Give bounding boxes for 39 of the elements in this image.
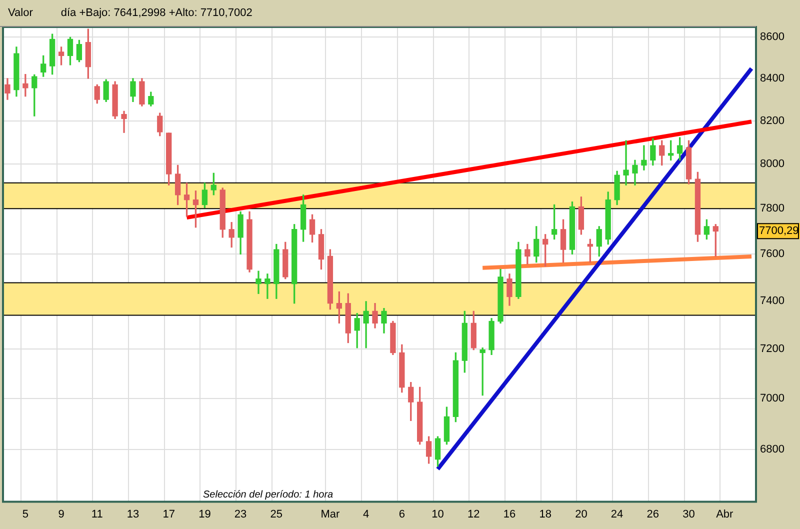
y-tick-label: 8200: [760, 114, 784, 127]
x-tick-label: 18: [539, 508, 552, 520]
x-tick-label: 17: [162, 508, 175, 520]
candlestick: [256, 270, 262, 294]
x-tick-label: 30: [682, 508, 695, 520]
y-tick-label: 8400: [760, 72, 784, 85]
x-tick-label: 11: [91, 508, 103, 520]
candlestick: [264, 274, 270, 299]
x-tick-label: 12: [468, 508, 480, 520]
candlestick: [623, 140, 629, 186]
x-tick-label: 24: [610, 508, 624, 520]
x-tick-label: 10: [432, 508, 444, 520]
candlestick: [641, 145, 647, 170]
y-tick-label: 7000: [760, 392, 784, 405]
y-tick-label: 7800: [760, 202, 784, 215]
x-tick-label: 9: [58, 508, 64, 520]
x-tick-label: 6: [398, 508, 405, 520]
y-tick-label: 7600: [760, 248, 784, 260]
x-tick-label: 26: [646, 508, 660, 520]
y-tick-label: 8600: [760, 31, 784, 44]
y-tick-label: 8000: [760, 158, 784, 170]
annotation: Selección del período: 1 hora: [203, 490, 334, 501]
x-tick-label: Abr: [716, 508, 734, 520]
y-tick-label: 7200: [760, 343, 784, 356]
x-tick-label: 19: [198, 508, 211, 520]
x-tick-label: Mar: [320, 508, 340, 520]
x-tick-label: 20: [575, 508, 588, 520]
y-tick-label: 6800: [760, 443, 784, 456]
y-tick-label: 7400: [760, 295, 784, 308]
x-tick-label: 4: [362, 508, 370, 520]
annotation: 7700,29: [759, 225, 799, 238]
chart-title: Valor: [8, 7, 33, 19]
x-tick-label: 23: [234, 508, 247, 520]
candlestick: [121, 110, 127, 133]
x-tick-label: 5: [22, 508, 28, 520]
chart-subtitle: día +Bajo: 7641,2998 +Alto: 7710,7002: [60, 7, 252, 19]
x-tick-label: 13: [126, 508, 140, 520]
x-tick-label: 16: [503, 508, 516, 520]
x-tick-label: 25: [270, 508, 283, 520]
